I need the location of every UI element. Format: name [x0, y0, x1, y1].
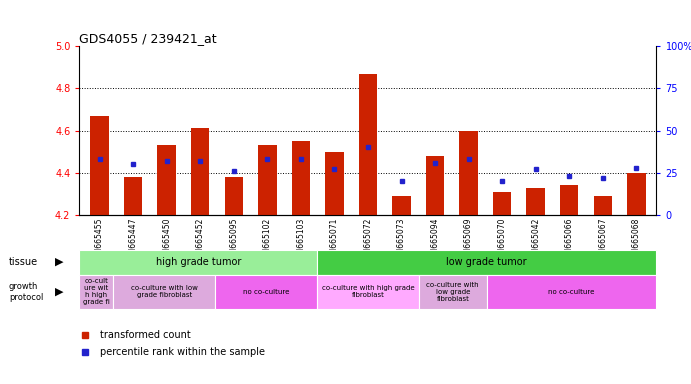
- Text: high grade tumor: high grade tumor: [155, 257, 241, 267]
- Bar: [460, 131, 477, 215]
- Text: co-cult
ure wit
h high
grade fi: co-cult ure wit h high grade fi: [83, 278, 110, 305]
- Bar: [527, 187, 545, 215]
- Text: low grade tumor: low grade tumor: [446, 257, 527, 267]
- Bar: [317, 275, 419, 309]
- Text: co-culture with
low grade
fibroblast: co-culture with low grade fibroblast: [426, 282, 479, 302]
- Bar: [392, 196, 410, 215]
- Text: tissue: tissue: [9, 257, 38, 267]
- Bar: [486, 275, 656, 309]
- Text: growth
protocol: growth protocol: [9, 282, 44, 301]
- Text: no co-culture: no co-culture: [243, 289, 290, 295]
- Text: ▶: ▶: [55, 257, 63, 267]
- Text: GDS4055 / 239421_at: GDS4055 / 239421_at: [79, 32, 217, 45]
- Bar: [292, 141, 310, 215]
- Bar: [493, 192, 511, 215]
- Bar: [225, 177, 243, 215]
- Bar: [419, 275, 486, 309]
- Bar: [215, 275, 317, 309]
- Bar: [594, 196, 612, 215]
- Text: co-culture with high grade
fibroblast: co-culture with high grade fibroblast: [321, 285, 415, 298]
- Text: co-culture with low
grade fibroblast: co-culture with low grade fibroblast: [131, 285, 198, 298]
- Bar: [325, 152, 343, 215]
- Text: percentile rank within the sample: percentile rank within the sample: [100, 347, 265, 358]
- Bar: [191, 128, 209, 215]
- Bar: [79, 250, 317, 275]
- Bar: [113, 275, 215, 309]
- Bar: [79, 275, 113, 309]
- Bar: [359, 73, 377, 215]
- Bar: [560, 185, 578, 215]
- Text: no co-culture: no co-culture: [549, 289, 595, 295]
- Bar: [258, 145, 276, 215]
- Text: transformed count: transformed count: [100, 330, 191, 340]
- Bar: [91, 116, 108, 215]
- Text: ▶: ▶: [55, 287, 63, 297]
- Bar: [158, 145, 176, 215]
- Bar: [627, 173, 645, 215]
- Bar: [426, 156, 444, 215]
- Bar: [317, 250, 656, 275]
- Bar: [124, 177, 142, 215]
